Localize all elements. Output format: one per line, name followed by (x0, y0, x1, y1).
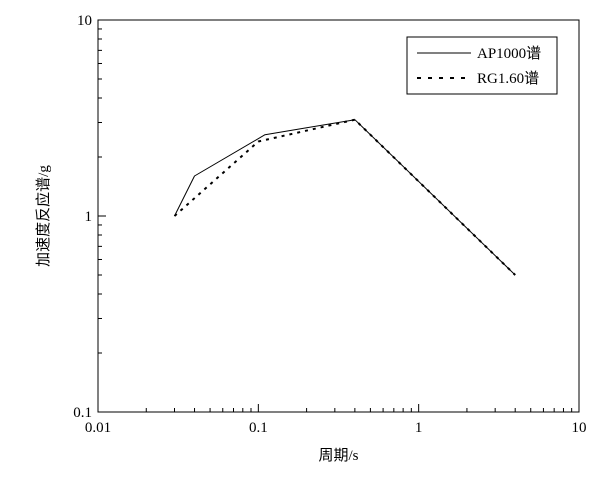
legend-box (406, 36, 558, 95)
y-axis-label: 加速度反应谱/g (34, 165, 52, 267)
x-axis-label: 周期/s (318, 447, 358, 464)
y-tick-label: 1 (85, 209, 93, 225)
y-tick-label: 0.1 (73, 405, 92, 421)
x-tick-label: 10 (572, 420, 587, 436)
series-layer (173, 118, 516, 276)
series-line-ap1000 (174, 119, 516, 276)
series-line-rg160 (173, 118, 516, 276)
legend-label-ap1000: AP1000谱 (477, 45, 541, 62)
legend-label-rg160: RG1.60谱 (477, 70, 539, 87)
plot-frame (97, 19, 580, 413)
x-tick-label: 1 (415, 420, 423, 436)
legend: AP1000谱 RG1.60谱 (406, 36, 558, 95)
y-tick-label: 10 (77, 13, 92, 29)
x-tick-label: 0.01 (85, 420, 111, 436)
x-tick-label: 0.1 (249, 420, 268, 436)
